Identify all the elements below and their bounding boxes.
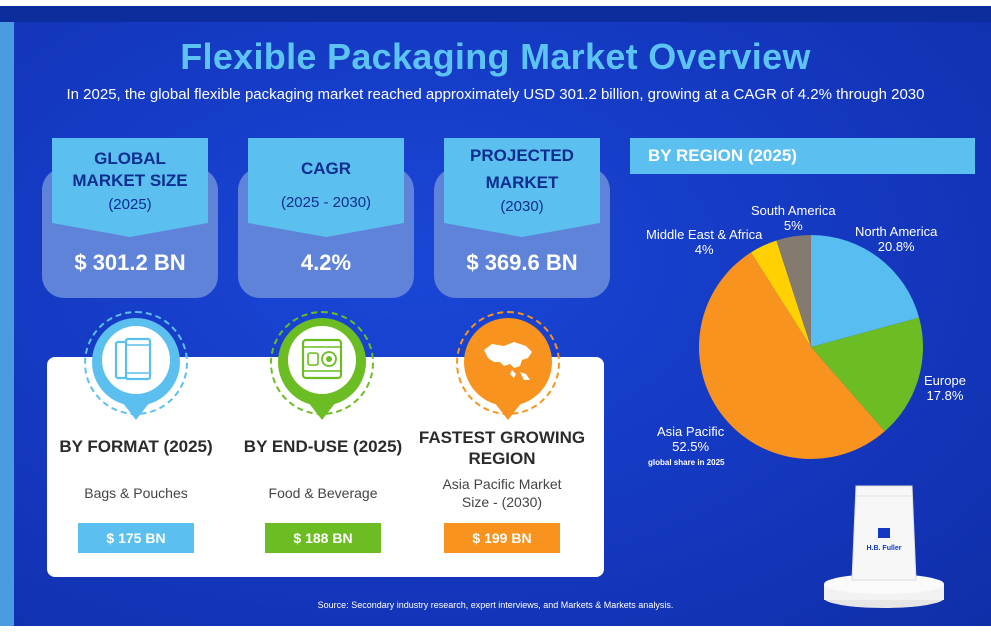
stat-heading-line2: MARKET bbox=[485, 173, 559, 192]
segment-value: $ 199 BN bbox=[444, 523, 560, 553]
pie-slice-north-america bbox=[811, 235, 920, 347]
pie-slice-asia-pacific bbox=[699, 252, 885, 459]
segment-heading: BY END-USE (2025) bbox=[238, 436, 408, 457]
segment-heading-text: BY FORMAT (2025) bbox=[59, 437, 213, 456]
stat-heading: PROJECTED bbox=[470, 146, 574, 165]
pie-label-europe: Europe 17.8% bbox=[924, 373, 966, 403]
stat-value: $ 369.6 BN bbox=[466, 250, 578, 275]
segment-heading: BY FORMAT (2025) bbox=[51, 436, 221, 457]
segment-value: $ 188 BN bbox=[265, 523, 381, 553]
pie-label-name: South America bbox=[751, 203, 836, 218]
page-title: Flexible Packaging Market Overview bbox=[180, 36, 811, 77]
pie-label-south-america: South America 5% bbox=[751, 203, 836, 233]
pie-slice-south-america bbox=[776, 235, 811, 347]
pie-label-middle-east-africa: Middle East & Africa 4% bbox=[646, 227, 762, 257]
stat-value: $ 301.2 BN bbox=[74, 250, 186, 275]
segment-heading: FASTEST GROWING REGION bbox=[417, 427, 587, 469]
pie-label-name: Asia Pacific bbox=[657, 424, 725, 439]
stat-heading: GLOBAL bbox=[94, 149, 166, 168]
asia-map-icon bbox=[474, 326, 542, 394]
page-subtitle: In 2025, the global flexible packaging m… bbox=[66, 86, 925, 103]
pie-label-value: 20.8% bbox=[877, 239, 915, 254]
stat-period: (2025 - 2030) bbox=[280, 194, 372, 211]
top-bar bbox=[0, 6, 991, 22]
stat-value: 4.2% bbox=[300, 250, 352, 275]
stat-heading: CAGR bbox=[300, 159, 352, 178]
pie-label-value: 17.8% bbox=[926, 388, 964, 403]
segment-detail: Food & Beverage bbox=[268, 485, 378, 501]
stat-period: (2025) bbox=[108, 196, 152, 213]
segment-detail-line1: Asia Pacific Market bbox=[442, 476, 562, 492]
segment-heading-text: BY END-USE (2025) bbox=[243, 437, 403, 456]
food-package-icon bbox=[288, 326, 356, 394]
pie-label-value: 52.5% bbox=[672, 439, 710, 454]
segment-detail: Asia Pacific Market Size - (2030) bbox=[417, 475, 587, 511]
pie-label-value: 4% bbox=[694, 242, 714, 257]
chart-note: global share in 2025 bbox=[648, 458, 725, 467]
pouch-icon bbox=[102, 326, 170, 394]
segment-heading-text-line2: REGION bbox=[468, 449, 536, 468]
pie-label-name: North America bbox=[855, 224, 938, 239]
pie-slice-europe bbox=[811, 317, 923, 432]
stat-tab-cagr: CAGR (2025 - 2030) bbox=[248, 138, 404, 237]
segment-detail: Bags & Pouches bbox=[84, 485, 188, 501]
stat-tab-market-size: GLOBAL MARKET SIZE (2025) bbox=[52, 138, 208, 237]
pie-label-north-america: North America 20.8% bbox=[855, 224, 937, 254]
stat-period: (2030) bbox=[500, 198, 544, 215]
pie-label-value: 5% bbox=[783, 218, 803, 233]
pie-slice-middle-east-africa bbox=[751, 240, 811, 347]
format-pin bbox=[92, 318, 180, 420]
end-use-pin bbox=[278, 318, 366, 420]
pie-label-name: Middle East & Africa bbox=[646, 227, 763, 242]
stat-tab-projected: PROJECTED MARKET (2030) bbox=[444, 138, 600, 237]
pie-label-name: Europe bbox=[924, 373, 966, 388]
region-pin bbox=[464, 318, 552, 420]
stat-heading-line2: MARKET SIZE bbox=[72, 171, 188, 190]
segment-heading-text: FASTEST GROWING bbox=[418, 428, 586, 447]
pie-label-asia-pacific: Asia Pacific 52.5% bbox=[657, 424, 724, 454]
source-note: Source: Secondary industry research, exp… bbox=[317, 600, 674, 610]
segment-detail-line2: Size - (2030) bbox=[461, 494, 543, 510]
left-strip bbox=[0, 22, 14, 626]
segment-value: $ 175 BN bbox=[78, 523, 194, 553]
region-chart-title: BY REGION (2025) bbox=[630, 138, 975, 174]
